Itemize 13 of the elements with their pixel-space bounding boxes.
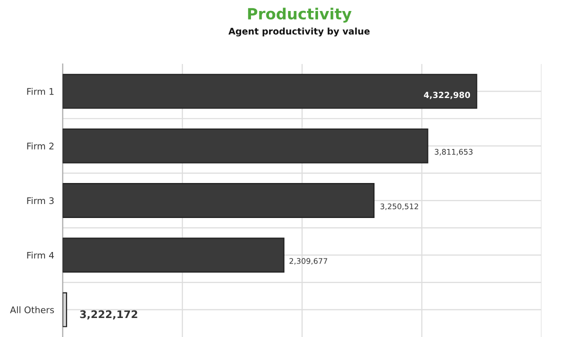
y-tick-label: Firm 2 <box>27 142 54 150</box>
annotation: 3,222,172 <box>80 310 138 320</box>
y-tick-label: Firm 1 <box>27 88 54 95</box>
data-label: 4,322,980 <box>424 92 470 100</box>
chart-title: Productivity <box>248 8 352 23</box>
y-tick-label: Firm 3 <box>27 197 54 204</box>
y-tick-label: All Others <box>10 306 54 314</box>
y-tick-label: Firm 4 <box>27 252 54 259</box>
bar <box>62 238 284 273</box>
bar <box>62 128 428 164</box>
bar <box>62 74 478 109</box>
chart-subtitle: Agent productivity by value <box>228 28 370 36</box>
bar <box>62 183 375 218</box>
